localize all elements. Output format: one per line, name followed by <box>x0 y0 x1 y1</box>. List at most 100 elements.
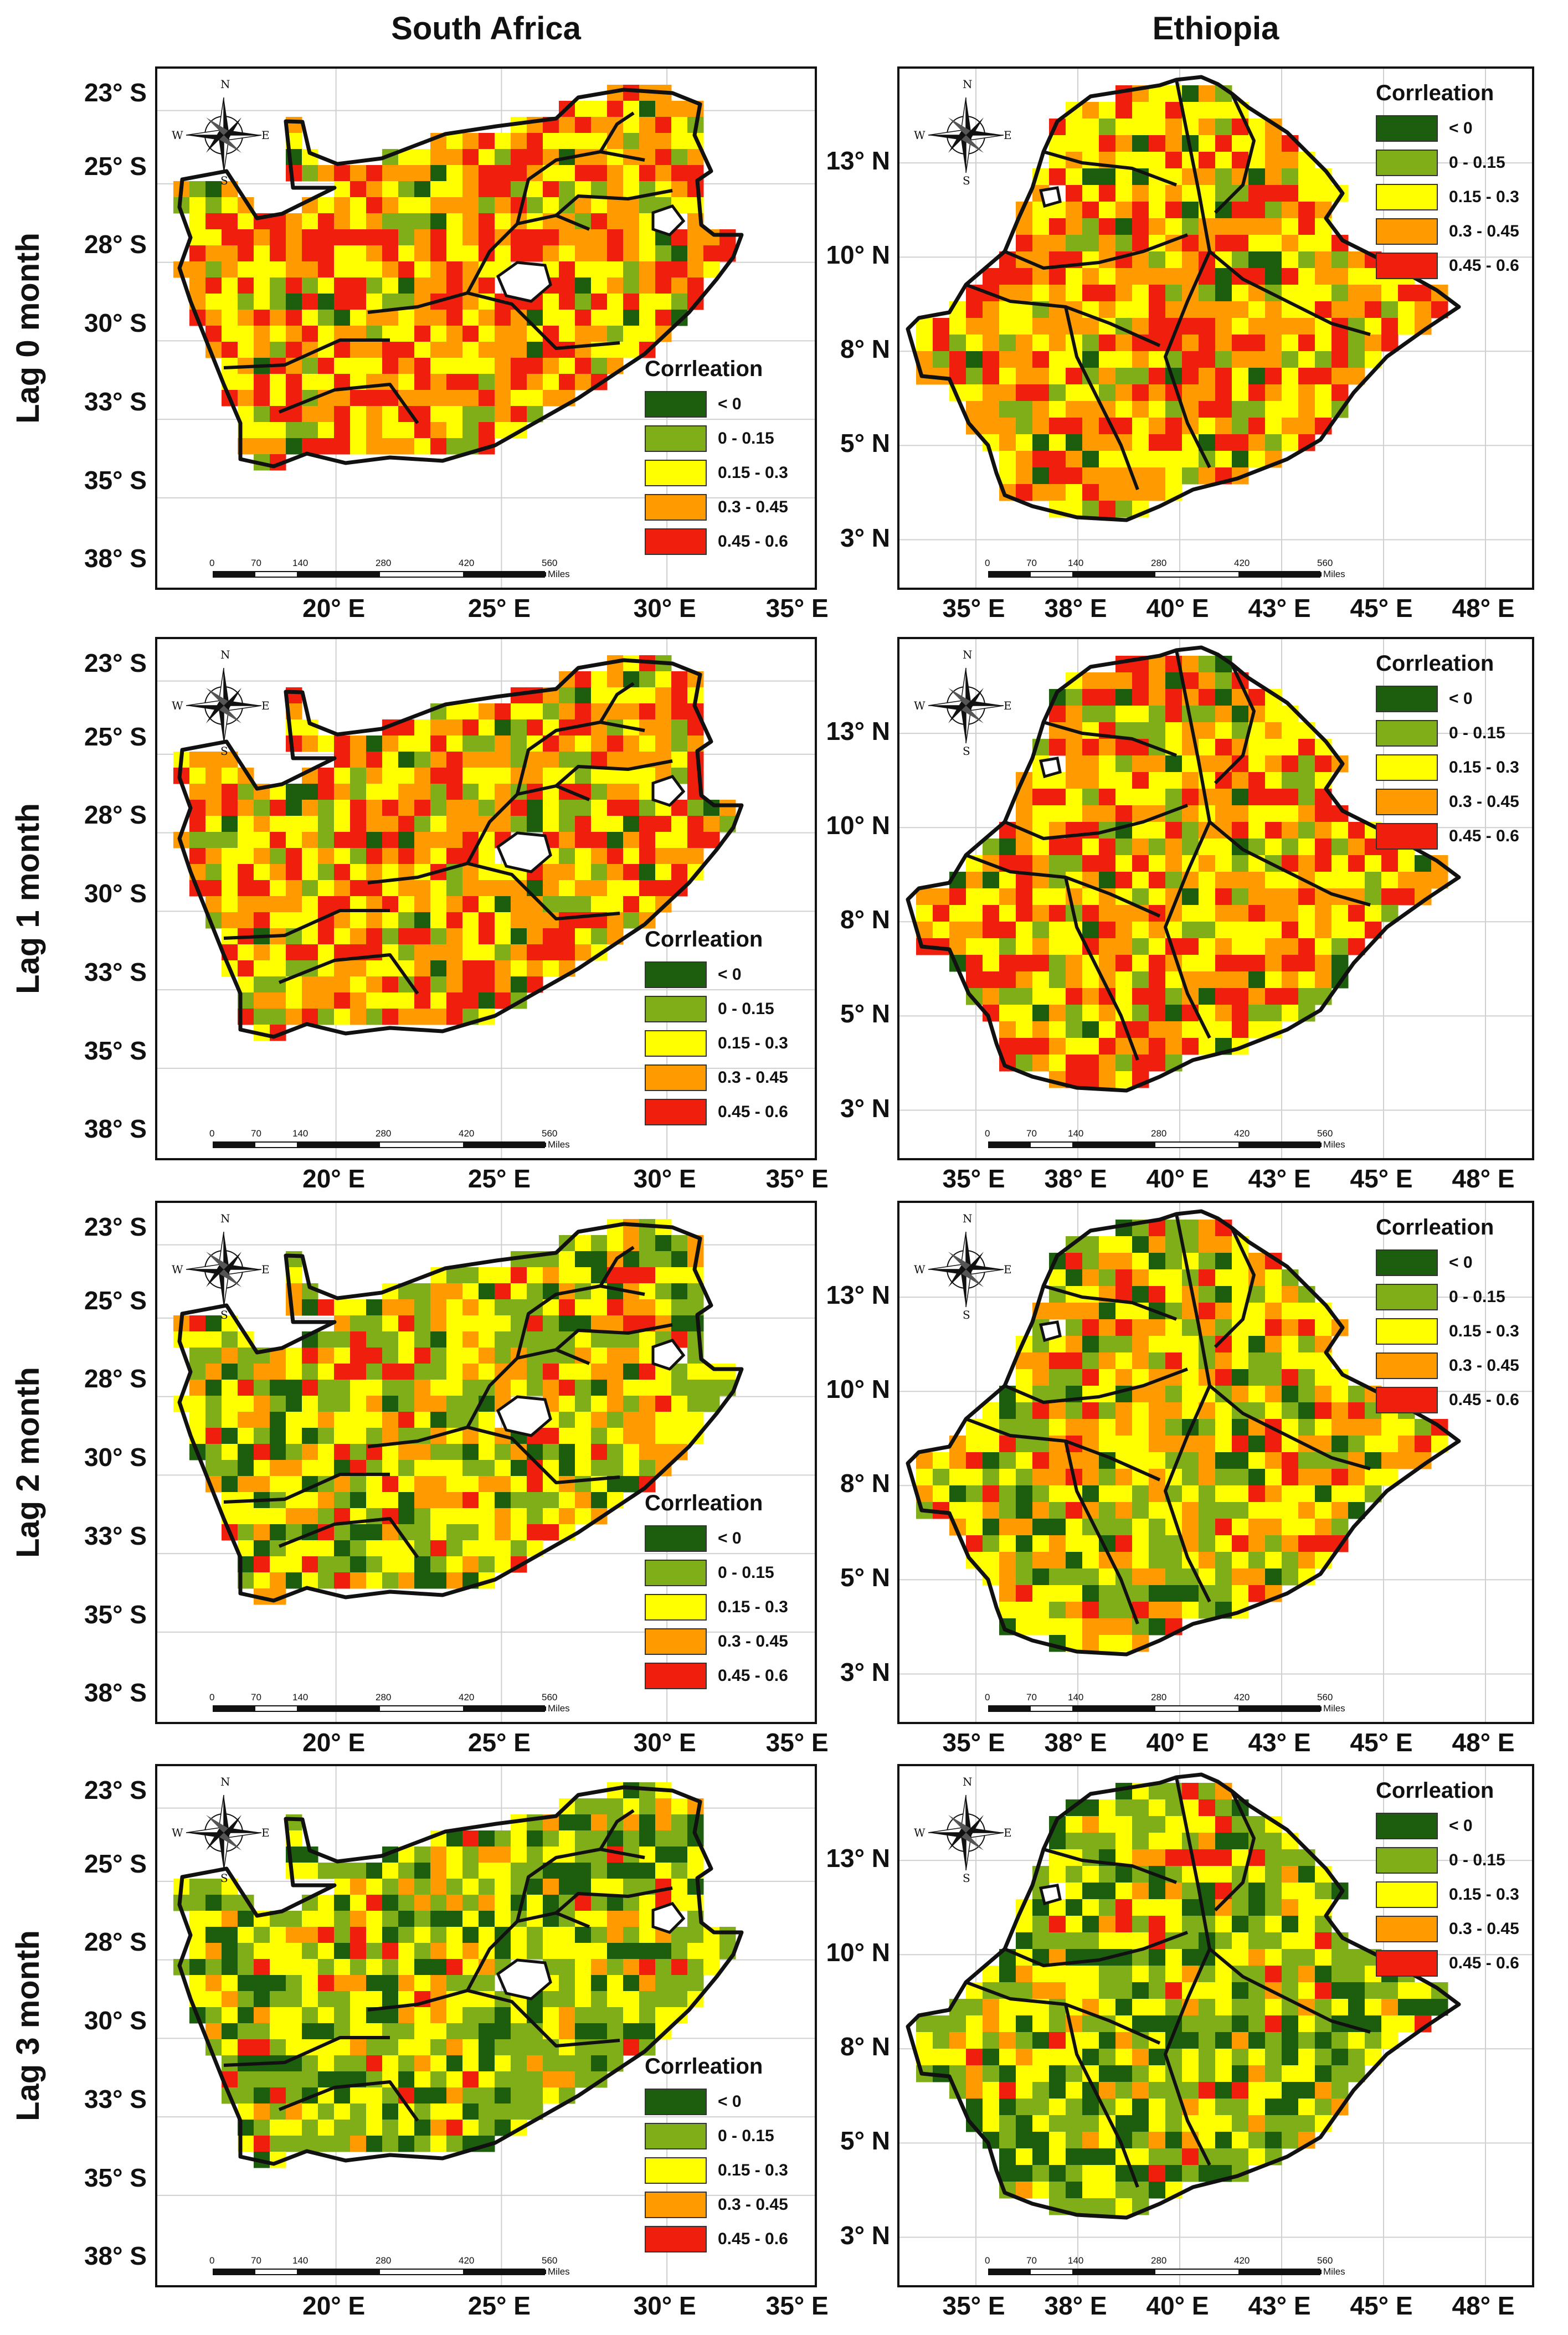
y-tick-label: 28° S <box>84 800 147 830</box>
correlation-cell <box>1149 301 1166 318</box>
correlation-cell <box>430 1380 447 1396</box>
correlation-cell <box>479 1331 495 1348</box>
correlation-cell <box>430 1396 447 1412</box>
correlation-cell <box>559 928 575 945</box>
correlation-cell <box>222 1991 238 2008</box>
correlation-cell <box>511 133 527 150</box>
correlation-cell <box>1199 1502 1216 1519</box>
correlation-cell <box>999 451 1016 468</box>
correlation-cell <box>591 165 608 182</box>
correlation-cell <box>1248 401 1266 418</box>
correlation-cell <box>671 719 688 736</box>
correlation-cell <box>1315 938 1332 955</box>
correlation-cell <box>639 1251 656 1268</box>
correlation-cell <box>430 1943 447 1959</box>
correlation-cell <box>1016 971 1033 989</box>
x-tick-label: 25° E <box>467 1728 531 1757</box>
correlation-cell <box>1049 955 1066 972</box>
correlation-cell <box>1381 872 1399 889</box>
correlation-cell <box>575 1959 592 1976</box>
correlation-cell <box>527 1847 543 1863</box>
correlation-cell <box>1115 789 1133 806</box>
correlation-cell <box>639 1428 656 1444</box>
correlation-cell <box>1132 102 1149 119</box>
correlation-cell <box>623 1396 640 1412</box>
correlation-cell <box>318 1556 335 1573</box>
correlation-cell <box>270 294 286 310</box>
correlation-cell <box>414 944 431 961</box>
correlation-cell <box>1132 1585 1149 1602</box>
correlation-cell <box>1032 938 1050 955</box>
correlation-cell <box>949 351 966 368</box>
correlation-cell <box>1248 1502 1266 1519</box>
correlation-cell <box>270 1524 286 1541</box>
correlation-cell <box>1199 1469 1216 1486</box>
correlation-cell <box>591 1943 608 1959</box>
correlation-cell <box>414 310 431 326</box>
correlation-cell <box>446 2071 463 2088</box>
correlation-cell <box>1049 351 1066 368</box>
correlation-cell <box>1298 2015 1315 2033</box>
correlation-cell <box>591 1347 608 1364</box>
correlation-cell <box>398 1380 415 1396</box>
correlation-cell <box>1066 1303 1083 1320</box>
correlation-cell <box>1099 2148 1116 2166</box>
correlation-cell <box>999 1585 1016 1602</box>
correlation-cell <box>575 1975 592 1992</box>
correlation-cell <box>623 1364 640 1380</box>
correlation-cell <box>495 912 511 929</box>
correlation-cell <box>446 277 463 294</box>
scale-tick-label: 0 <box>985 558 990 568</box>
correlation-cell <box>1132 185 1149 202</box>
correlation-cell <box>382 992 399 1009</box>
correlation-cell <box>1232 1286 1249 1303</box>
correlation-cell <box>1049 1932 1066 1950</box>
correlation-cell <box>655 736 672 752</box>
correlation-cell <box>414 1508 431 1525</box>
correlation-cell <box>999 1966 1016 1983</box>
correlation-cell <box>1215 1982 1232 1999</box>
correlation-cell <box>1082 1949 1099 1966</box>
correlation-cell <box>655 2007 672 2024</box>
correlation-cell <box>1215 2082 1232 2099</box>
correlation-cell <box>1199 1303 1216 1320</box>
correlation-cell <box>511 1508 527 1525</box>
correlation-cell <box>1016 1602 1033 1619</box>
correlation-cell <box>1215 1021 1232 1038</box>
legend-label: 0.45 - 0.6 <box>718 2230 788 2248</box>
correlation-cell <box>511 358 527 374</box>
correlation-cell <box>1165 1883 1183 1900</box>
correlation-cell <box>575 1251 592 1268</box>
correlation-cell <box>1315 1419 1332 1436</box>
correlation-cell <box>1016 335 1033 352</box>
correlation-cell <box>575 848 592 865</box>
correlation-cell <box>366 213 383 230</box>
correlation-cell <box>398 197 415 214</box>
correlation-cell <box>350 213 367 230</box>
correlation-cell <box>1132 1452 1149 1469</box>
correlation-cell <box>1082 1352 1099 1370</box>
correlation-cell <box>1315 1502 1332 1519</box>
correlation-cell <box>238 912 254 929</box>
legend-item: < 0 <box>1376 1246 1519 1280</box>
correlation-cell <box>1381 1982 1399 1999</box>
scale-bar-segment <box>380 1706 463 1711</box>
correlation-cell <box>1032 1966 1050 1983</box>
correlation-cell <box>222 896 238 913</box>
y-tick-label: 25° S <box>84 722 147 751</box>
legend-item: 0 - 0.15 <box>1376 716 1519 750</box>
correlation-cell <box>1115 1966 1133 1983</box>
correlation-cell <box>1016 1485 1033 1503</box>
scale-bar-segment <box>1031 1706 1072 1711</box>
correlation-cell <box>222 1444 238 1460</box>
correlation-cell <box>1032 988 1050 1005</box>
correlation-cell <box>366 2136 383 2152</box>
correlation-cell <box>350 1927 367 1943</box>
correlation-cell <box>382 1540 399 1557</box>
correlation-cell <box>527 1879 543 1895</box>
correlation-cell <box>430 1911 447 1927</box>
correlation-cell <box>949 2015 966 2033</box>
correlation-cell <box>1066 2099 1083 2116</box>
